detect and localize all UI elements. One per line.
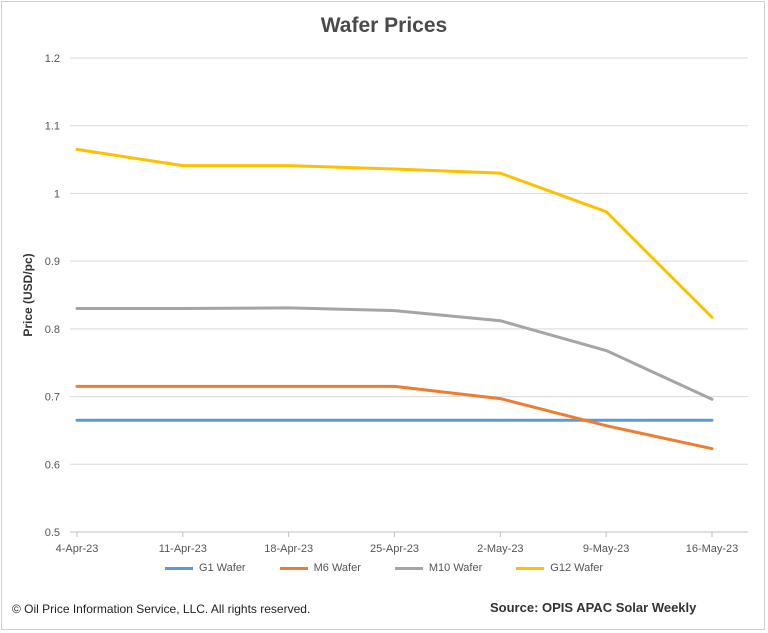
series-lines [75, 147, 714, 451]
y-tick-label: 0.5 [45, 527, 60, 539]
legend-swatch [164, 566, 193, 570]
y-tick-label: 1.2 [45, 53, 60, 65]
x-tick-label: 4-Apr-23 [56, 543, 99, 555]
x-tick-label: 25-Apr-23 [370, 543, 419, 555]
y-axis-ticks: 0.5 0.6 0.7 0.8 0.9 1 1.1 1.2 [45, 53, 60, 539]
legend-swatch [394, 566, 423, 570]
legend-item: G12 Wafer [516, 562, 603, 574]
legend-label: G12 Wafer [550, 562, 604, 574]
legend-label: G1 Wafer [198, 562, 246, 574]
x-tick-label: 18-Apr-23 [264, 543, 313, 555]
legend-item: M6 Wafer [279, 562, 361, 574]
legend-label: M10 Wafer [428, 562, 483, 574]
x-tick-label: 16-May-23 [686, 543, 739, 555]
legend-swatch [279, 566, 308, 570]
y-tick-label: 0.6 [45, 459, 60, 471]
y-tick-label: 0.8 [45, 324, 60, 336]
y-tick-label: 1 [54, 188, 60, 200]
y-tick-label: 0.7 [45, 392, 60, 404]
copyright-text: © Oil Price Information Service, LLC. Al… [12, 602, 311, 616]
series-line-m6-wafer [75, 384, 714, 451]
series-line-m10-wafer [75, 306, 714, 401]
series-line-g12-wafer [75, 147, 714, 319]
y-axis-label: Price (USD/pc) [21, 253, 35, 336]
y-tick-label: 0.9 [45, 256, 60, 268]
chart-title: Wafer Prices [320, 14, 448, 37]
gridlines [70, 57, 748, 533]
x-tick-label: 11-Apr-23 [159, 543, 207, 555]
legend: G1 Wafer M6 Wafer M10 Wafer G12 Wafer [0, 562, 768, 574]
legend-swatch [516, 566, 545, 570]
y-tick-label: 1.1 [45, 121, 60, 133]
legend-item: M10 Wafer [394, 562, 483, 574]
legend-item: G1 Wafer [164, 562, 246, 574]
x-axis-ticks: 4-Apr-23 11-Apr-23 18-Apr-23 25-Apr-23 2-May… [56, 532, 739, 555]
x-tick-label: 9-May-23 [583, 543, 629, 555]
x-tick-label: 2-May-23 [477, 543, 523, 555]
source-text: Source: OPIS APAC Solar Weekly [490, 600, 697, 615]
legend-label: M6 Wafer [313, 562, 361, 574]
